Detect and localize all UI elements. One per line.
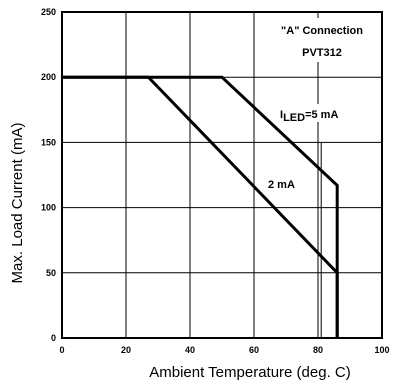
legend-box-background bbox=[262, 18, 374, 62]
connection-label: "A" Connection bbox=[281, 25, 363, 37]
x-tick-label: 60 bbox=[249, 345, 259, 355]
iled-value: =5 mA bbox=[305, 109, 338, 121]
iled-symbol: I bbox=[280, 109, 283, 121]
y-tick-label: 150 bbox=[41, 137, 56, 147]
data-lines bbox=[62, 75, 339, 338]
iled-subscript: LED bbox=[283, 112, 305, 124]
x-tick-label: 20 bbox=[121, 345, 131, 355]
plot-frame bbox=[61, 11, 383, 339]
iled-label-background bbox=[278, 104, 364, 122]
series-line-2 bbox=[62, 75, 339, 338]
2ma-label-background bbox=[266, 176, 306, 192]
y-tick-label: 100 bbox=[41, 203, 56, 213]
y-tick-label: 200 bbox=[41, 72, 56, 82]
grid-lines bbox=[62, 12, 382, 338]
part-number-label: PVT312 bbox=[302, 47, 342, 59]
x-tick-label: 0 bbox=[59, 345, 64, 355]
tick-labels: 0 20 40 60 80 100 0 50 100 150 200 250 bbox=[41, 7, 390, 355]
x-tick-label: 100 bbox=[374, 345, 389, 355]
y-axis-title: Max. Load Current (mA) bbox=[9, 123, 26, 284]
x-axis-title: Ambient Temperature (deg. C) bbox=[149, 364, 350, 381]
y-tick-label: 250 bbox=[41, 7, 56, 17]
series-label-5ma: ILED=5 mA bbox=[280, 109, 338, 124]
series-label-2ma: 2 mA bbox=[268, 179, 295, 191]
x-tick-label: 40 bbox=[185, 345, 195, 355]
x-tick-label: 80 bbox=[313, 345, 323, 355]
y-tick-label: 50 bbox=[46, 268, 56, 278]
y-tick-label: 0 bbox=[51, 333, 56, 343]
